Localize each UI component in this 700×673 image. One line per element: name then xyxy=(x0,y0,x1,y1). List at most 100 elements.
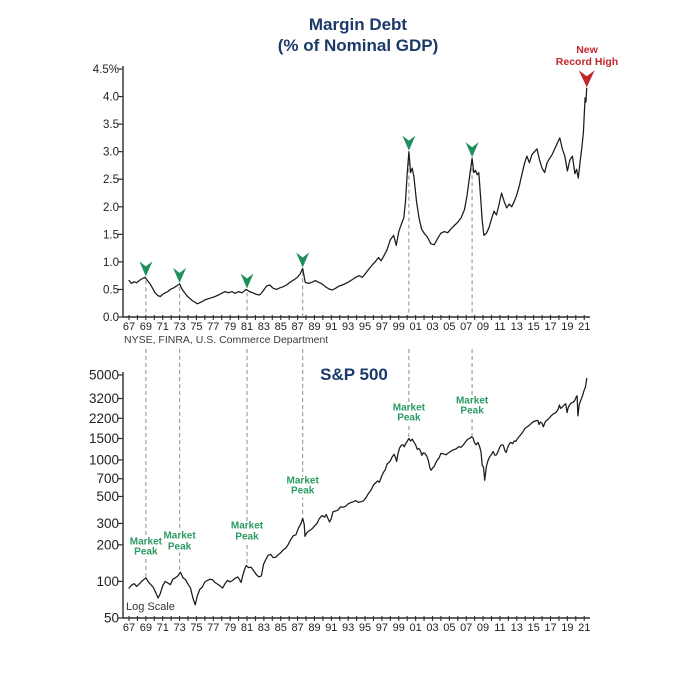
sp-x-tick-label: 75 xyxy=(190,622,202,634)
margin-y-tick-label: 3.0 xyxy=(103,147,119,159)
sp-y-tick-label: 5000 xyxy=(89,367,119,382)
margin-x-tick-label: 77 xyxy=(207,321,219,333)
margin-x-tick-label: 05 xyxy=(443,321,455,333)
market-peak-label-line: Market xyxy=(230,520,264,532)
sp-x-tick-label: 99 xyxy=(393,622,405,634)
margin-x-tick-label: 13 xyxy=(511,321,523,333)
margin-x-tick-label: 73 xyxy=(173,321,185,333)
sp-x-tick-label: 97 xyxy=(376,622,388,634)
sp-x-tick-label: 79 xyxy=(224,622,236,634)
margin-x-tick-label: 85 xyxy=(275,321,287,333)
margin-debt-line xyxy=(128,87,588,305)
sp-x-tick-label: 89 xyxy=(308,622,320,634)
margin-x-tick-label: 01 xyxy=(409,321,421,333)
margin-y-tick-label: 1.0 xyxy=(103,257,119,269)
market-peak-label: Market Peak xyxy=(454,395,490,418)
margin-x-tick-label: 79 xyxy=(224,321,236,333)
margin-debt-title-line1: Margin Debt xyxy=(308,15,408,34)
sp-x-tick-label: 09 xyxy=(477,622,489,634)
sp-x-tick-label: 81 xyxy=(241,622,253,634)
sp-y-tick-label: 2200 xyxy=(89,411,119,426)
margin-x-tick-label: 97 xyxy=(376,321,388,333)
market-peak-label: Market Peak xyxy=(391,402,426,425)
sp-x-tick-label: 93 xyxy=(342,622,354,634)
margin-y-tick-label: 0.5 xyxy=(103,284,119,296)
margin-x-tick-label: 93 xyxy=(342,321,354,333)
sp-y-tick-label: 50 xyxy=(104,610,119,625)
market-peak-label-line: Market xyxy=(455,395,489,407)
sp-x-tick-label: 05 xyxy=(443,622,455,634)
margin-x-tick-label: 87 xyxy=(291,321,303,333)
margin-x-tick-label: 89 xyxy=(308,321,320,333)
margin-x-tick-label: 11 xyxy=(494,321,505,333)
sp-x-tick-label: 03 xyxy=(426,622,438,634)
sp-x-tick-label: 07 xyxy=(460,622,472,634)
margin-x-tick-label: 91 xyxy=(325,321,337,333)
market-peak-arrow-icon xyxy=(296,252,310,268)
market-peak-label-line: Peak xyxy=(167,541,192,553)
sp-x-tick-label: 17 xyxy=(544,622,556,634)
margin-x-tick-label: 71 xyxy=(157,321,169,333)
market-peak-label-line: Peak xyxy=(290,485,315,497)
market-peak-arrow-icon xyxy=(402,135,416,151)
margin-x-tick-label: 19 xyxy=(561,321,573,333)
margin-y-tick-label: 2.0 xyxy=(103,202,119,214)
sp-y-tick-label: 100 xyxy=(96,574,119,589)
market-peak-label: Market Peak xyxy=(162,530,197,553)
sp-x-tick-label: 13 xyxy=(511,622,523,634)
market-peak-arrow-icon xyxy=(173,267,187,283)
market-peak-arrow-icon xyxy=(139,261,153,277)
sp-y-tick-label: 300 xyxy=(96,516,119,531)
sp-y-tick-label: 700 xyxy=(96,471,119,486)
margin-x-tick-label: 03 xyxy=(426,321,438,333)
sp-x-tick-label: 77 xyxy=(207,622,219,634)
sp-y-tick-label: 3200 xyxy=(89,391,119,406)
sp-x-tick-label: 71 xyxy=(157,622,169,634)
market-peak-label: Market Peak xyxy=(229,520,265,543)
sp-x-tick-label: 83 xyxy=(258,622,270,634)
margin-y-tick-label: 3.5 xyxy=(103,119,119,131)
sp-x-tick-label: 85 xyxy=(275,622,287,634)
margin-x-tick-label: 69 xyxy=(140,321,152,333)
market-peak-label-line: Market xyxy=(392,402,425,414)
margin-y-tick-label: 1.5 xyxy=(103,229,119,241)
margin-x-tick-label: 21 xyxy=(578,321,590,333)
sp-y-tick-label: 500 xyxy=(96,489,119,504)
market-peak-arrow-icon xyxy=(240,273,254,289)
sp-x-tick-label: 87 xyxy=(291,622,303,634)
log-scale-label: Log Scale xyxy=(126,601,175,613)
margin-y-tick-label: 0.0 xyxy=(103,312,119,324)
sp-y-tick-label: 1000 xyxy=(89,452,119,467)
margin-x-tick-label: 81 xyxy=(241,321,253,333)
market-peak-arrow-icon xyxy=(465,142,479,158)
market-peak-label: Market Peak xyxy=(128,536,163,559)
margin-x-tick-label: 15 xyxy=(528,321,540,333)
sp-x-tick-label: 67 xyxy=(123,622,135,634)
sp-x-tick-label: 15 xyxy=(528,622,540,634)
margin-y-tick-label: 4.0 xyxy=(103,92,119,104)
margin-x-tick-label: 83 xyxy=(258,321,270,333)
margin-y-tick-label: 2.5 xyxy=(103,174,119,186)
sp-x-tick-label: 01 xyxy=(409,622,421,634)
margin-debt-title: Margin Debt (% of Nominal GDP) xyxy=(278,14,439,56)
sp-y-tick-label: 1500 xyxy=(89,431,119,446)
sp-x-tick-label: 21 xyxy=(578,622,590,634)
data-source-caption: NYSE, FINRA, U.S. Commerce Department xyxy=(124,334,329,346)
margin-y-tick-label: 4.5% xyxy=(93,64,119,76)
margin-x-tick-label: 99 xyxy=(393,321,405,333)
market-peak-label-line: Peak xyxy=(235,531,259,542)
sp-x-tick-label: 91 xyxy=(325,622,337,634)
market-peak-label-line: Market xyxy=(129,536,162,548)
new-record-high-line2: Record High xyxy=(555,56,619,68)
sp-x-tick-label: 19 xyxy=(561,622,573,634)
market-peak-label-line: Market xyxy=(163,530,196,542)
sp-x-tick-label: 95 xyxy=(359,622,371,634)
sp-x-tick-label: 69 xyxy=(140,622,152,634)
market-peak-label: Market Peak xyxy=(285,476,320,498)
margin-x-tick-label: 75 xyxy=(190,321,202,333)
sp500-title: S&P 500 xyxy=(320,365,388,384)
new-record-high-line1: New xyxy=(576,44,598,56)
sp-y-tick-label: 200 xyxy=(96,537,119,552)
